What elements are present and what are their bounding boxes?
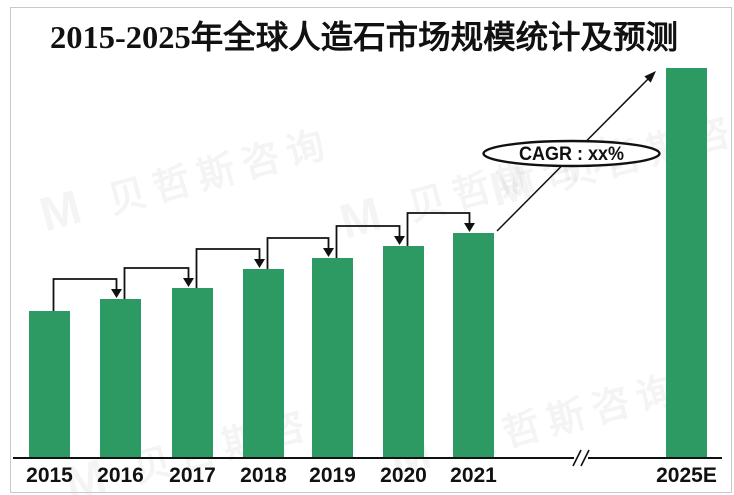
bar-2021 xyxy=(453,233,494,458)
yoy-growth-arrows-group xyxy=(52,212,475,311)
watermark-text: M 贝哲斯咨询 xyxy=(385,359,688,488)
bar-2017 xyxy=(172,288,213,458)
arrowhead-icon xyxy=(644,71,656,83)
axis-break-icon xyxy=(580,449,590,467)
cagr-label: CAGR : xx% xyxy=(519,144,624,165)
bar-2025E xyxy=(666,68,707,458)
arrowhead-icon xyxy=(111,289,122,298)
growth-arrow-2017-to-2018 xyxy=(195,248,261,288)
growth-arrow-2018-to-2019 xyxy=(266,237,330,269)
arrowhead-icon xyxy=(323,248,334,257)
x-label-2020: 2020 xyxy=(380,464,427,487)
growth-arrow-2015-to-2016 xyxy=(52,278,118,311)
bar-2015 xyxy=(29,311,70,458)
watermark-text: M 贝哲斯咨询 xyxy=(35,114,338,243)
x-label-2017: 2017 xyxy=(169,464,216,487)
x-label-2025E: 2025E xyxy=(656,464,717,487)
growth-arrow-2019-to-2020 xyxy=(335,225,401,258)
arrowhead-icon xyxy=(464,223,475,232)
bar-2019 xyxy=(312,258,353,458)
axis-break-icon xyxy=(572,449,582,467)
x-label-2015: 2015 xyxy=(26,464,73,487)
arrowhead-icon xyxy=(254,259,265,268)
growth-arrow-2020-to-2021 xyxy=(406,212,471,246)
x-label-2021: 2021 xyxy=(450,464,497,487)
bar-2016 xyxy=(100,299,141,458)
x-label-2019: 2019 xyxy=(309,464,356,487)
growth-arrow-2016-to-2017 xyxy=(123,267,190,299)
bars-group xyxy=(29,68,707,458)
x-axis xyxy=(13,449,722,467)
x-label-2016: 2016 xyxy=(97,464,144,487)
x-axis-labels: 2015 2016 2017 2018 2019 2020 2021 2025E xyxy=(26,464,717,487)
arrowhead-icon xyxy=(183,278,194,287)
bar-2020 xyxy=(383,246,424,458)
arrowhead-icon xyxy=(394,236,405,245)
cagr-callout: CAGR : xx% xyxy=(482,71,661,232)
chart-title: 2015-2025年全球人造石市场规模统计及预测 xyxy=(50,19,678,55)
cagr-ellipse xyxy=(482,139,661,168)
bar-2018 xyxy=(243,269,284,458)
x-label-2018: 2018 xyxy=(240,464,287,487)
